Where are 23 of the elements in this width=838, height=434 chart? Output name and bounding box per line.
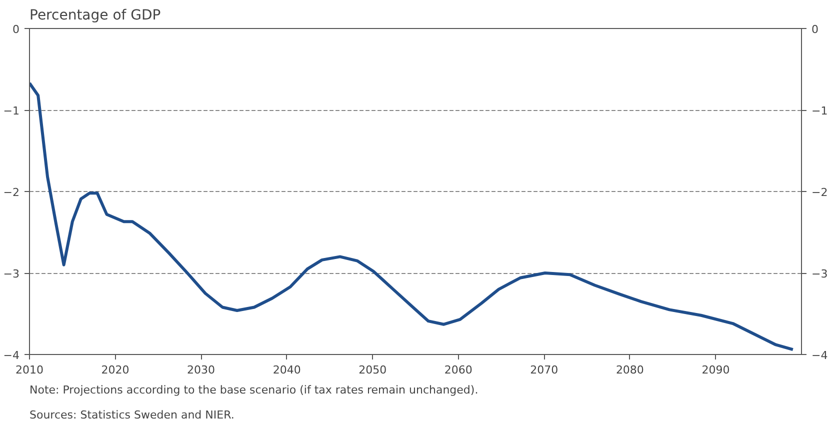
x-tick-label: 2020 xyxy=(101,364,130,376)
x-tick-label: 2080 xyxy=(616,364,644,376)
x-tick-label: 2070 xyxy=(530,364,558,376)
line-series xyxy=(30,82,794,352)
source-note: Sources: Statistics Sweden and NIER. xyxy=(30,408,234,422)
y2-tick-label: −4 xyxy=(812,349,828,362)
y2-tick-label: −1 xyxy=(812,104,828,118)
x-tick-label: 2010 xyxy=(16,364,44,376)
y-tick-label: −2 xyxy=(3,186,20,199)
x-tick-label: 2090 xyxy=(702,364,730,376)
x-tick-label: 2060 xyxy=(444,364,472,376)
x-tick-label: 2050 xyxy=(358,364,387,376)
x-tick-label: 2040 xyxy=(272,364,301,376)
y-tick-label: −1 xyxy=(3,104,20,118)
x-tick-label: 2030 xyxy=(187,364,216,376)
chart-title: Percentage of GDP xyxy=(30,8,161,24)
text: Note: Projections according to the base scenario (if tax rates remain unchanged). xyxy=(30,384,478,396)
y-tick-label: −3 xyxy=(3,268,20,280)
y-tick-label: 0 xyxy=(12,23,20,36)
y2-tick-label: 0 xyxy=(812,23,818,36)
y-tick-label: −4 xyxy=(3,349,20,362)
y2-tick-label: −3 xyxy=(812,268,828,280)
y2-tick-label: −2 xyxy=(812,186,828,199)
